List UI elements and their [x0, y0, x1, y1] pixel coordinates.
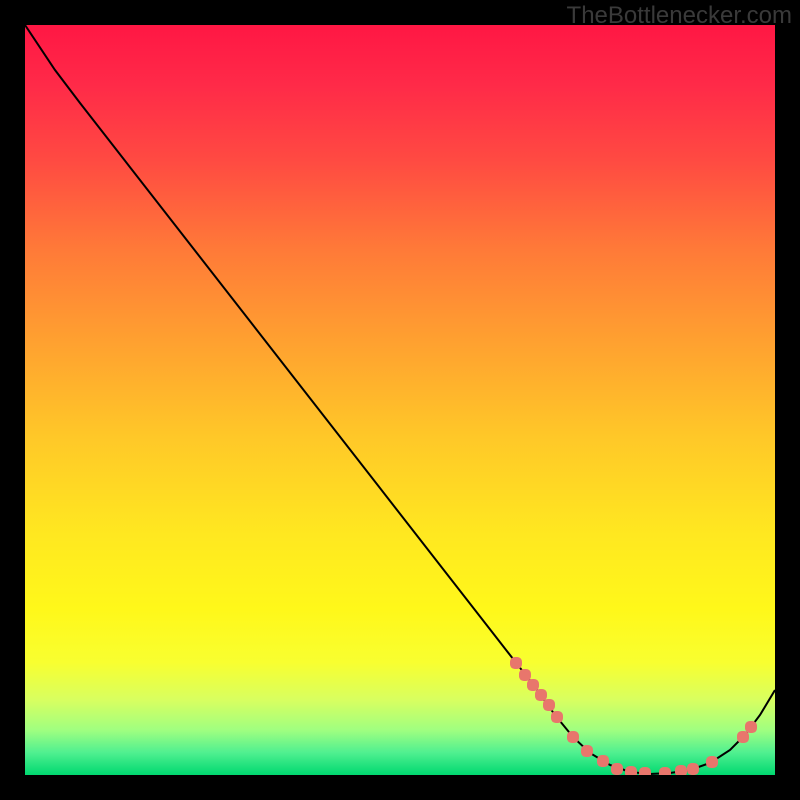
- marker-point: [510, 657, 522, 669]
- marker-point: [639, 767, 651, 775]
- marker-point: [611, 763, 623, 775]
- marker-point: [551, 711, 563, 723]
- marker-point: [625, 766, 637, 775]
- marker-point: [687, 763, 699, 775]
- marker-point: [543, 699, 555, 711]
- marker-point: [675, 765, 687, 775]
- marker-point: [659, 767, 671, 775]
- marker-point: [597, 755, 609, 767]
- marker-point: [567, 731, 579, 743]
- bottleneck-curve: [25, 25, 775, 774]
- plot-area: [25, 25, 775, 775]
- marker-point: [737, 731, 749, 743]
- marker-point: [706, 756, 718, 768]
- marker-point: [535, 689, 547, 701]
- watermark-text: TheBottlenecker.com: [567, 2, 792, 30]
- marker-point: [527, 679, 539, 691]
- marker-point: [519, 669, 531, 681]
- marker-point: [745, 721, 757, 733]
- marker-point: [581, 745, 593, 757]
- curve-layer: [25, 25, 775, 775]
